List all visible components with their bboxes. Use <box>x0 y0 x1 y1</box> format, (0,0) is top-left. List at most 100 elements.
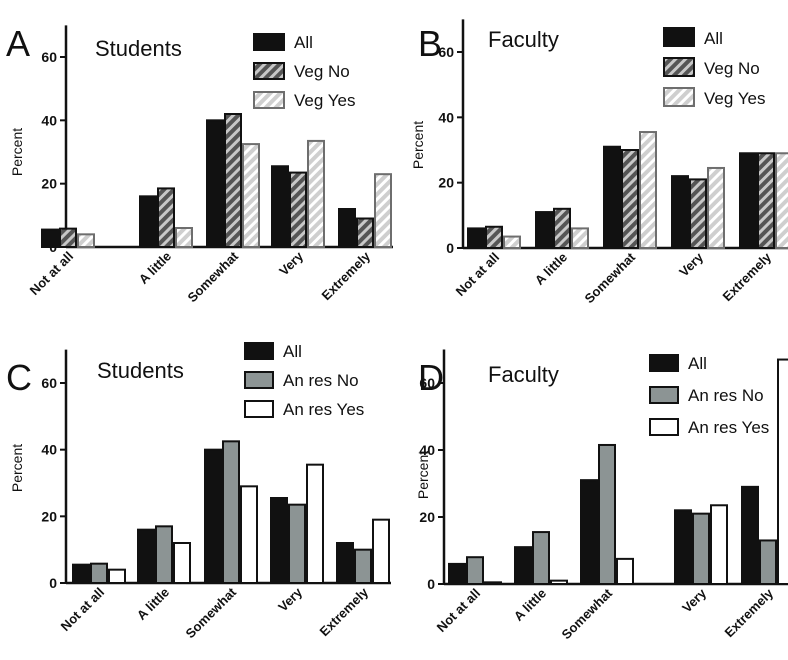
y-axis-label: Percent <box>415 451 431 499</box>
bar-an-res-yes-extremely <box>372 518 390 585</box>
bar-an-res-yes-somewhat <box>616 557 634 585</box>
bar-all-somewhat <box>580 479 598 585</box>
legend-label-all: All <box>294 33 313 52</box>
legend-swatch-an-res-yes <box>244 400 274 418</box>
y-tick-label: 60 <box>438 44 454 60</box>
bar-an-res-no-extremely <box>354 548 372 585</box>
x-tick-label: Extremely <box>319 248 374 303</box>
bar-an-res-no-extremely <box>759 539 777 586</box>
x-tick-label: Extremely <box>722 585 777 640</box>
legend-label-an-res-no: An res No <box>688 386 764 405</box>
bar-all-very <box>270 497 288 584</box>
legend-swatch-veg-no <box>663 57 695 77</box>
y-tick-label: 20 <box>41 176 57 192</box>
bar-veg-yes-extremely <box>374 173 392 249</box>
y-tick-label: 0 <box>446 240 454 256</box>
y-tick-label: 60 <box>41 375 57 391</box>
panel-title: Faculty <box>488 362 559 387</box>
x-tick-label: Very <box>679 585 710 616</box>
y-tick-label: 40 <box>419 442 435 458</box>
bar-all-not-at-all <box>467 227 485 249</box>
bar-an-res-yes-extremely <box>777 358 788 585</box>
panel-d: D Faculty 0 20 40 60 Percent Not at all A little… <box>415 349 788 642</box>
bar-veg-no-very <box>689 178 707 249</box>
bar-an-res-yes-not-at-all <box>108 568 126 585</box>
legend-label-an-res-no: An res No <box>283 371 359 390</box>
bar-all-somewhat <box>603 145 621 250</box>
x-tick-label: Somewhat <box>582 249 639 306</box>
bar-all-not-at-all <box>41 228 59 248</box>
legend-swatch-all <box>649 354 679 372</box>
bar-all-very <box>271 165 289 248</box>
bar-all-extremely <box>336 542 354 584</box>
bar-veg-yes-a-little <box>571 227 589 249</box>
legend-swatch-all <box>663 27 695 47</box>
x-tick-label: Not at all <box>58 585 107 634</box>
bar-veg-yes-somewhat <box>242 143 260 248</box>
bar-all-very <box>674 509 692 585</box>
chart-panels: A Students 0 20 40 60 Percent Not at all A littl… <box>6 19 788 642</box>
x-tick-label: A little <box>532 250 570 288</box>
bar-veg-yes-somewhat <box>639 131 657 250</box>
x-tick-label: Not at all <box>434 586 483 635</box>
bar-veg-yes-not-at-all <box>503 235 521 249</box>
bar-veg-no-extremely <box>757 152 775 249</box>
bar-an-res-yes-not-at-all <box>484 581 502 586</box>
panel-title: Students <box>95 36 182 61</box>
legend-label-veg-yes: Veg Yes <box>294 91 355 110</box>
y-tick-label: 60 <box>41 49 57 65</box>
panel-letter: D <box>418 357 444 398</box>
bar-all-extremely <box>739 152 757 249</box>
panel-c: C Students 0 20 40 60 Percent Not at all A littl… <box>6 342 391 641</box>
bar-all-a-little <box>535 211 553 249</box>
x-tick-label: Very <box>276 248 307 279</box>
y-axis-label: Percent <box>9 128 25 176</box>
bar-all-extremely <box>741 485 759 586</box>
legend-swatch-all <box>244 342 274 360</box>
bar-veg-no-not-at-all <box>59 227 77 248</box>
panel-letter: A <box>6 23 30 64</box>
bar-an-res-yes-a-little <box>173 542 191 584</box>
bar-veg-no-very <box>289 171 307 248</box>
legend-swatch-an-res-no <box>244 371 274 389</box>
bar-an-res-no-a-little <box>155 525 173 584</box>
legend-swatch-an-res-yes <box>649 418 679 436</box>
x-tick-label: Extremely <box>720 249 775 304</box>
x-tick-label: A little <box>136 249 174 287</box>
y-tick-label: 40 <box>41 112 57 128</box>
bar-an-res-no-somewhat <box>598 443 616 585</box>
bar-an-res-no-not-at-all <box>466 556 484 586</box>
y-axis-label: Percent <box>9 444 25 492</box>
bar-veg-yes-not-at-all <box>77 233 95 248</box>
legend-swatch-all <box>253 33 285 51</box>
legend-label-all: All <box>688 354 707 373</box>
x-tick-label: A little <box>511 586 549 624</box>
bar-an-res-no-not-at-all <box>90 562 108 585</box>
legend-label-veg-yes: Veg Yes <box>704 89 765 108</box>
bar-veg-no-a-little <box>157 187 175 249</box>
legend-swatch-an-res-no <box>649 386 679 404</box>
legend-swatch-veg-yes <box>663 87 695 107</box>
y-tick-label: 40 <box>41 442 57 458</box>
panel-b: B Faculty 0 20 40 60 Percent Not at all A little… <box>410 19 788 306</box>
bar-an-res-no-a-little <box>532 531 550 586</box>
bar-an-res-no-somewhat <box>222 440 240 585</box>
bar-all-somewhat <box>206 119 224 248</box>
legend-swatch-veg-yes <box>253 91 285 109</box>
bar-veg-yes-very <box>707 166 725 249</box>
bar-veg-no-a-little <box>553 207 571 250</box>
y-tick-label: 20 <box>419 509 435 525</box>
legend-label-an-res-yes: An res Yes <box>283 400 364 419</box>
x-tick-label: Very <box>275 584 306 615</box>
x-tick-label: Not at all <box>27 249 76 298</box>
y-tick-label: 20 <box>438 175 454 191</box>
legend-label-all: All <box>283 342 302 361</box>
bar-an-res-no-very <box>288 503 306 584</box>
y-axis-label: Percent <box>410 121 426 169</box>
y-tick-label: 0 <box>49 575 57 591</box>
legend-label-all: All <box>704 29 723 48</box>
panel-title: Faculty <box>488 27 559 52</box>
legend-label-veg-no: Veg No <box>704 59 760 78</box>
